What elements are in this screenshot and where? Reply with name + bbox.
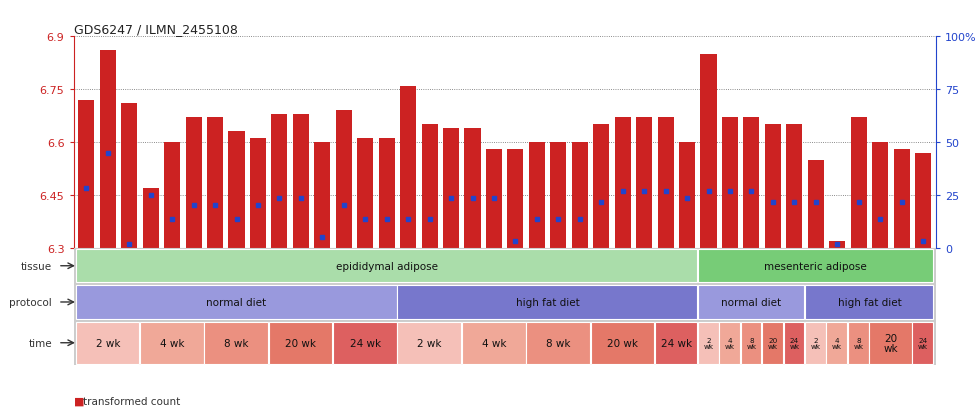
Bar [443, 128, 459, 248]
Bar [805, 322, 826, 364]
Bar [872, 142, 888, 248]
Bar [75, 249, 697, 283]
Bar [333, 322, 397, 364]
Bar [508, 150, 523, 248]
Text: 24
wk: 24 wk [789, 337, 800, 349]
Text: 24 wk: 24 wk [661, 338, 692, 348]
Bar [185, 118, 202, 248]
Bar [465, 128, 480, 248]
Bar [848, 322, 868, 364]
Text: 8 wk: 8 wk [546, 338, 570, 348]
Bar [398, 322, 462, 364]
Bar [701, 55, 716, 248]
Bar [293, 114, 309, 248]
Text: protocol: protocol [9, 297, 52, 307]
Bar [462, 322, 525, 364]
Text: epididymal adipose: epididymal adipose [336, 261, 438, 271]
Bar [655, 322, 697, 364]
Text: tissue: tissue [21, 261, 52, 271]
Text: GDS6247 / ILMN_2455108: GDS6247 / ILMN_2455108 [74, 23, 237, 36]
Bar [75, 286, 397, 319]
Text: 20
wk: 20 wk [884, 333, 898, 353]
Bar [78, 100, 94, 248]
Text: 20 wk: 20 wk [608, 338, 638, 348]
Text: 2 wk: 2 wk [417, 338, 442, 348]
Bar [205, 322, 269, 364]
Text: ■: ■ [74, 396, 84, 406]
Bar [400, 86, 416, 248]
Text: 4
wk: 4 wk [832, 337, 842, 349]
Bar [698, 286, 805, 319]
Text: normal diet: normal diet [721, 297, 781, 307]
Text: 8
wk: 8 wk [854, 337, 863, 349]
Bar [378, 139, 395, 248]
Text: transformed count: transformed count [83, 396, 180, 406]
Bar [164, 142, 180, 248]
Text: 4
wk: 4 wk [725, 337, 735, 349]
Bar [698, 249, 933, 283]
Bar [207, 118, 223, 248]
Bar [808, 160, 824, 248]
Text: 2
wk: 2 wk [810, 337, 821, 349]
Text: high fat diet: high fat diet [515, 297, 579, 307]
Bar [358, 139, 373, 248]
Bar [228, 132, 245, 248]
Bar [784, 322, 805, 364]
Text: 24
wk: 24 wk [918, 337, 928, 349]
Bar [764, 125, 781, 248]
Bar [719, 322, 740, 364]
Bar [529, 142, 545, 248]
Bar [122, 104, 137, 248]
Bar [143, 188, 159, 248]
Text: 8 wk: 8 wk [224, 338, 249, 348]
Text: 8
wk: 8 wk [747, 337, 757, 349]
Bar [100, 51, 116, 248]
Text: high fat diet: high fat diet [838, 297, 902, 307]
Bar [744, 118, 760, 248]
Bar [722, 118, 738, 248]
Text: 24 wk: 24 wk [350, 338, 381, 348]
Bar [894, 150, 909, 248]
Text: 4 wk: 4 wk [482, 338, 507, 348]
Bar [786, 125, 803, 248]
Bar [679, 142, 695, 248]
Bar [591, 322, 655, 364]
Bar [826, 322, 848, 364]
Bar [315, 142, 330, 248]
Bar [526, 322, 590, 364]
Bar [915, 153, 931, 248]
Bar [636, 118, 652, 248]
Text: 20
wk: 20 wk [767, 337, 778, 349]
Bar [912, 322, 933, 364]
Bar [140, 322, 204, 364]
Bar [851, 118, 866, 248]
Bar [869, 322, 911, 364]
Text: time: time [28, 338, 52, 348]
Bar [421, 125, 438, 248]
Text: 4 wk: 4 wk [160, 338, 184, 348]
Bar [398, 286, 697, 319]
Bar [829, 241, 846, 248]
Bar [614, 118, 631, 248]
Text: 2
wk: 2 wk [704, 337, 713, 349]
Bar [486, 150, 502, 248]
Text: normal diet: normal diet [207, 297, 267, 307]
Bar [805, 286, 933, 319]
Bar [250, 139, 266, 248]
Text: 20 wk: 20 wk [285, 338, 317, 348]
Bar [75, 322, 139, 364]
Bar [271, 114, 287, 248]
Bar [593, 125, 610, 248]
Text: mesenteric adipose: mesenteric adipose [764, 261, 867, 271]
Bar [698, 322, 718, 364]
Bar [551, 142, 566, 248]
Bar [269, 322, 332, 364]
Text: 2 wk: 2 wk [96, 338, 121, 348]
Bar [336, 111, 352, 248]
Bar [658, 118, 673, 248]
Bar [762, 322, 783, 364]
Bar [741, 322, 761, 364]
Bar [571, 142, 588, 248]
